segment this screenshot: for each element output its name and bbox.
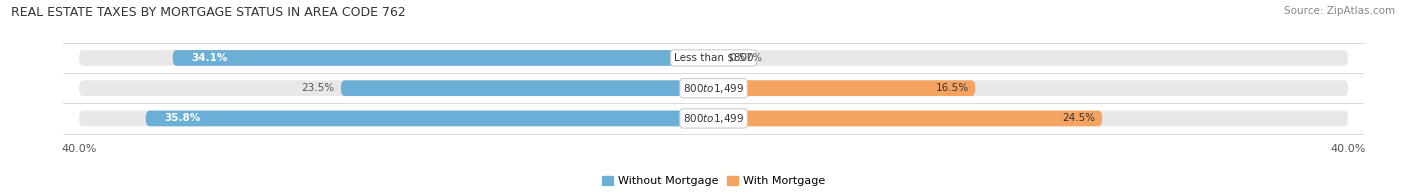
Text: 23.5%: 23.5% [301, 83, 335, 93]
FancyBboxPatch shape [79, 80, 1348, 96]
Text: $800 to $1,499: $800 to $1,499 [683, 112, 744, 125]
Text: Less than $800: Less than $800 [673, 53, 754, 63]
Legend: Without Mortgage, With Mortgage: Without Mortgage, With Mortgage [598, 172, 830, 191]
FancyBboxPatch shape [79, 111, 1348, 126]
Text: 34.1%: 34.1% [191, 53, 228, 63]
Text: 35.8%: 35.8% [165, 113, 201, 123]
FancyBboxPatch shape [713, 50, 723, 66]
FancyBboxPatch shape [79, 50, 1348, 66]
FancyBboxPatch shape [713, 80, 976, 96]
Text: REAL ESTATE TAXES BY MORTGAGE STATUS IN AREA CODE 762: REAL ESTATE TAXES BY MORTGAGE STATUS IN … [11, 6, 406, 19]
Text: 16.5%: 16.5% [936, 83, 969, 93]
Text: 0.57%: 0.57% [728, 53, 762, 63]
FancyBboxPatch shape [146, 111, 713, 126]
FancyBboxPatch shape [713, 111, 1102, 126]
Text: 24.5%: 24.5% [1063, 113, 1095, 123]
Text: $800 to $1,499: $800 to $1,499 [683, 82, 744, 95]
FancyBboxPatch shape [173, 50, 713, 66]
Text: Source: ZipAtlas.com: Source: ZipAtlas.com [1284, 6, 1395, 16]
FancyBboxPatch shape [340, 80, 713, 96]
